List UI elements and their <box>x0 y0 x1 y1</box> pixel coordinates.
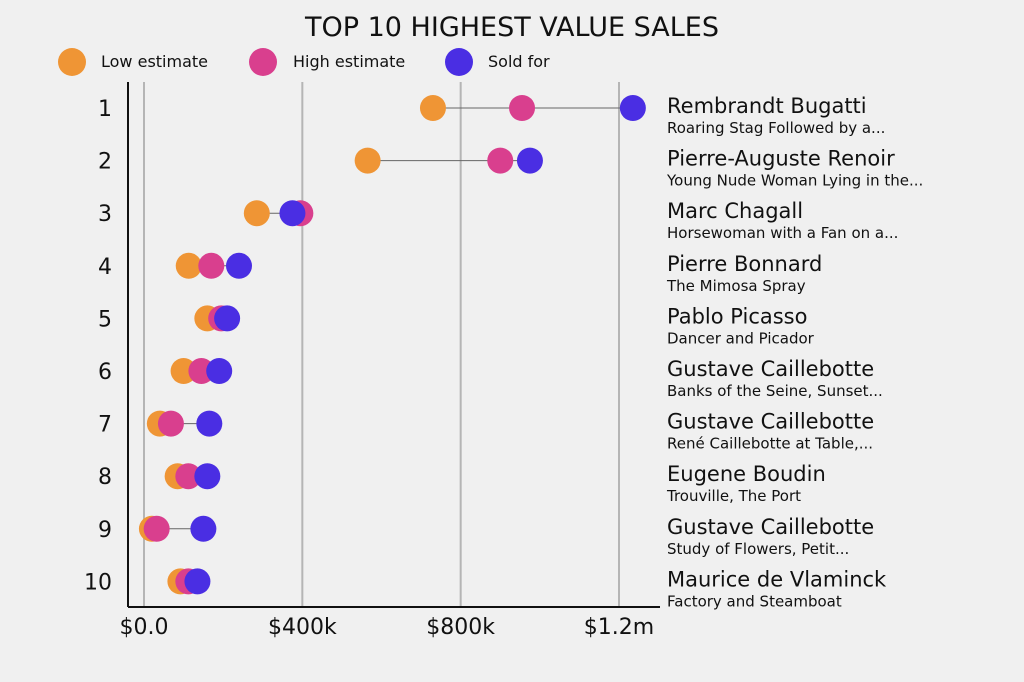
low-estimate-point <box>419 95 446 121</box>
artwork-title: The Mimosa Spray <box>666 277 806 295</box>
sold-for-point <box>226 252 252 279</box>
rank-label: 10 <box>84 570 112 595</box>
high-estimate-point <box>143 515 170 542</box>
rank-label: 9 <box>98 518 112 543</box>
axes <box>127 82 660 608</box>
rank-label: 7 <box>98 413 112 438</box>
rank-label: 8 <box>98 465 112 490</box>
high-estimate-point <box>188 358 215 384</box>
artist-name: Eugene Boudin <box>667 462 826 486</box>
low-estimate-point <box>243 200 270 227</box>
rank-label: 2 <box>98 150 112 175</box>
artist-name: Rembrandt Bugatti <box>667 94 867 118</box>
x-tick-label: $1.2m <box>584 615 654 640</box>
low-estimate-point <box>354 147 381 174</box>
artwork-title: René Caillebotte at Table,... <box>667 435 873 453</box>
rank-label: 5 <box>98 307 112 332</box>
rank-label: 3 <box>98 202 112 227</box>
rank-label: 6 <box>98 360 112 385</box>
high-estimate-point <box>157 410 184 437</box>
x-tick-label: $400k <box>268 615 337 640</box>
x-tick-labels: $0.0 $400k $800k $1.2m <box>120 615 655 640</box>
artwork-title: Trouville, The Port <box>666 487 801 505</box>
artist-name: Pierre-Auguste Renoir <box>667 147 895 171</box>
artist-name: Maurice de Vlaminck <box>667 567 887 591</box>
legend-label-sold: Sold for <box>488 52 550 71</box>
sold-for-point <box>184 568 211 595</box>
sold-for-point <box>279 200 306 227</box>
x-tick-label: $0.0 <box>120 615 169 640</box>
artwork-title: Study of Flowers, Petit... <box>667 540 849 558</box>
artist-name: Marc Chagall <box>667 199 803 223</box>
high-estimate-point <box>487 147 514 174</box>
artist-name: Gustave Caillebotte <box>667 357 874 381</box>
sold-for-point <box>619 95 646 121</box>
legend-label-high: High estimate <box>293 52 405 71</box>
legend: Low estimate High estimate Sold for <box>58 48 550 76</box>
low-estimate-point <box>170 358 197 384</box>
sold-for-point <box>516 147 543 174</box>
artist-name: Pierre Bonnard <box>667 252 822 276</box>
chart-title: TOP 10 HIGHEST VALUE SALES <box>304 12 719 43</box>
artwork-title: Young Nude Woman Lying in the... <box>666 172 923 190</box>
legend-swatch-high <box>249 48 277 76</box>
legend-swatch-sold <box>445 48 473 76</box>
sold-for-point <box>190 515 217 542</box>
legend-swatch-low <box>58 48 86 76</box>
artist-name: Gustave Caillebotte <box>667 410 874 434</box>
high-estimate-point <box>198 252 225 279</box>
low-estimate-point <box>175 252 202 279</box>
legend-label-low: Low estimate <box>101 52 208 71</box>
sold-for-point <box>196 410 223 437</box>
artwork-title: Dancer and Picador <box>667 329 815 347</box>
x-tick-label: $800k <box>426 615 495 640</box>
artwork-title: Banks of the Seine, Sunset... <box>667 382 883 400</box>
artwork-title: Roaring Stag Followed by a... <box>667 119 885 137</box>
rank-label: 4 <box>98 255 112 280</box>
artist-name: Gustave Caillebotte <box>667 515 874 539</box>
high-estimate-point <box>509 95 536 121</box>
artist-name: Pablo Picasso <box>667 304 807 328</box>
rank-label: 1 <box>98 97 112 122</box>
sold-for-point <box>214 305 241 332</box>
sold-for-point <box>206 358 233 384</box>
sold-for-point <box>194 463 221 490</box>
artwork-title: Factory and Steamboat <box>667 592 842 610</box>
artwork-title: Horsewoman with a Fan on a... <box>667 224 898 242</box>
high-estimate-point <box>175 463 202 490</box>
